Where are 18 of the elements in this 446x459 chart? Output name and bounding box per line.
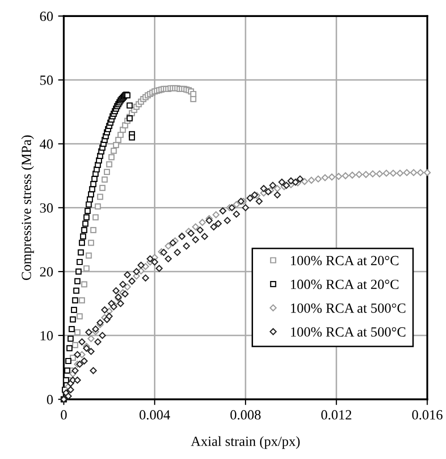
legend-label: 100% RCA at 20°C	[291, 280, 398, 290]
legend-label: 100% RCA at 500°C	[291, 327, 406, 337]
y-axis-title: Compressive stress (MPa)	[21, 135, 34, 280]
legend-label: 100% RCA at 20°C	[291, 256, 398, 266]
legend-label: 100% RCA at 500°C	[291, 303, 406, 313]
x-tick-label: 0.016	[412, 410, 442, 420]
x-axis-title: Axial strain (px/px)	[190, 436, 300, 449]
y-tick-label: 50	[40, 76, 53, 85]
y-tick-label: 0	[46, 394, 53, 404]
x-tick-label: 0.004	[140, 410, 170, 420]
y-tick-label: 60	[40, 12, 53, 22]
y-tick-label: 40	[40, 139, 53, 149]
x-tick-label: 0.012	[321, 410, 352, 420]
x-tick-label: 0.008	[230, 410, 261, 420]
y-tick-label: 30	[40, 203, 53, 213]
y-tick-label: 20	[40, 267, 53, 277]
y-tick-label: 10	[40, 331, 53, 340]
x-tick-label: 0	[60, 410, 67, 420]
